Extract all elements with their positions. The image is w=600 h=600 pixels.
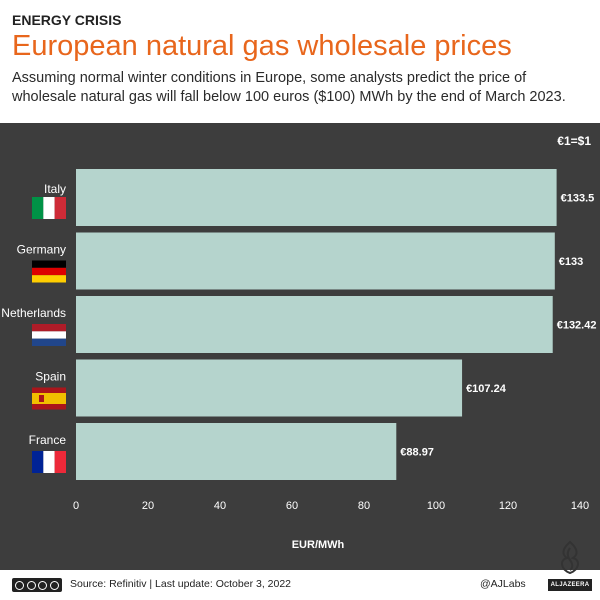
category-label: France [29, 433, 67, 447]
x-tick-label: 60 [286, 500, 298, 512]
x-tick-label: 140 [571, 500, 589, 512]
x-tick-label: 80 [358, 500, 370, 512]
bar-france [76, 423, 397, 480]
category-label: Netherlands [1, 306, 66, 320]
category-label: Spain [35, 370, 66, 384]
x-tick-label: 100 [427, 500, 445, 512]
bar-germany [76, 232, 555, 290]
x-tick-label: 0 [73, 500, 79, 512]
source-text: Source: Refinitiv | Last update: October… [70, 578, 292, 590]
chart-panel: €1=$1 Italy €133.5 Germany €133 Netherlands €1… [0, 123, 600, 570]
aljazeera-logo-icon [561, 540, 579, 575]
netherlands-flag-icon [32, 324, 66, 346]
value-label: €133 [559, 256, 583, 268]
value-label: €132.42 [557, 320, 597, 332]
spain-flag-icon [32, 387, 66, 410]
category-label: Germany [17, 243, 66, 257]
france-flag-icon [32, 451, 66, 473]
italy-flag-icon [32, 197, 66, 219]
page-title: European natural gas wholesale prices [12, 30, 512, 62]
x-tick-label: 20 [142, 500, 154, 512]
footer: Source: Refinitiv | Last update: October… [0, 570, 600, 600]
bar-chart: €1=$1 Italy €133.5 Germany €133 Netherlands €1… [1, 134, 597, 551]
value-label: €107.24 [466, 383, 507, 395]
category-label: Italy [44, 182, 66, 196]
subtitle: Assuming normal winter conditions in Eur… [12, 70, 566, 105]
kicker: ENERGY CRISIS [12, 12, 122, 28]
germany-flag-icon [32, 260, 66, 283]
creative-commons-icon [12, 578, 62, 592]
x-tick-label: 120 [499, 500, 517, 512]
value-label: €133.5 [561, 193, 595, 205]
x-axis-label: EUR/MWh [292, 539, 345, 551]
aljazeera-logo-text: ALJAZEERA [548, 579, 592, 591]
bar-netherlands [76, 296, 553, 353]
value-label: €88.97 [400, 447, 434, 459]
bar-spain [76, 359, 463, 417]
credit-text: @AJLabs [480, 578, 526, 590]
x-tick-label: 40 [214, 500, 226, 512]
bar-italy [76, 169, 557, 226]
currency-note: €1=$1 [557, 134, 591, 148]
